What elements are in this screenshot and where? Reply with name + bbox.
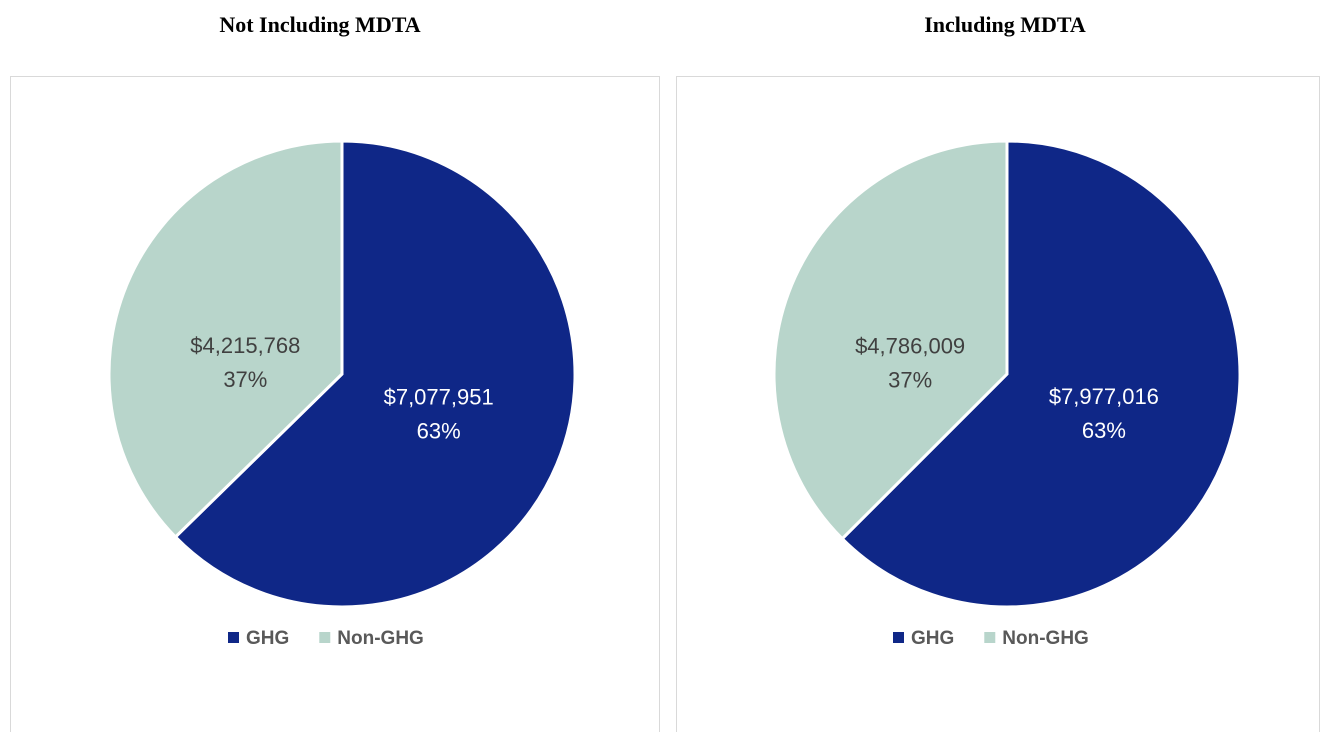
legend-swatch xyxy=(319,632,331,643)
legend-label: Non-GHG xyxy=(337,628,424,649)
legend-swatch xyxy=(228,632,239,643)
chart-title: Including MDTA xyxy=(924,12,1086,37)
percent-label: 63% xyxy=(1082,418,1126,443)
chart-frame xyxy=(10,76,660,732)
data-label: $7,977,016 xyxy=(1049,384,1159,409)
legend-label: Non-GHG xyxy=(1002,628,1089,649)
legend-label: GHG xyxy=(911,628,954,649)
pie-slice xyxy=(772,139,1009,541)
legend-swatch xyxy=(893,632,904,643)
data-label: $7,077,951 xyxy=(384,384,494,409)
pie-slice xyxy=(840,139,1242,609)
legend-swatch xyxy=(984,632,996,643)
data-label: $4,215,768 xyxy=(190,333,300,358)
percent-label: 37% xyxy=(888,368,932,393)
data-label: $4,786,009 xyxy=(855,334,965,359)
percent-label: 37% xyxy=(223,367,267,392)
percent-label: 63% xyxy=(417,418,461,443)
chart-title: Not Including MDTA xyxy=(219,12,420,37)
legend-label: GHG xyxy=(246,628,289,649)
chart-frame xyxy=(676,76,1320,732)
pie-slice xyxy=(173,139,577,609)
pie-slice xyxy=(107,139,344,540)
